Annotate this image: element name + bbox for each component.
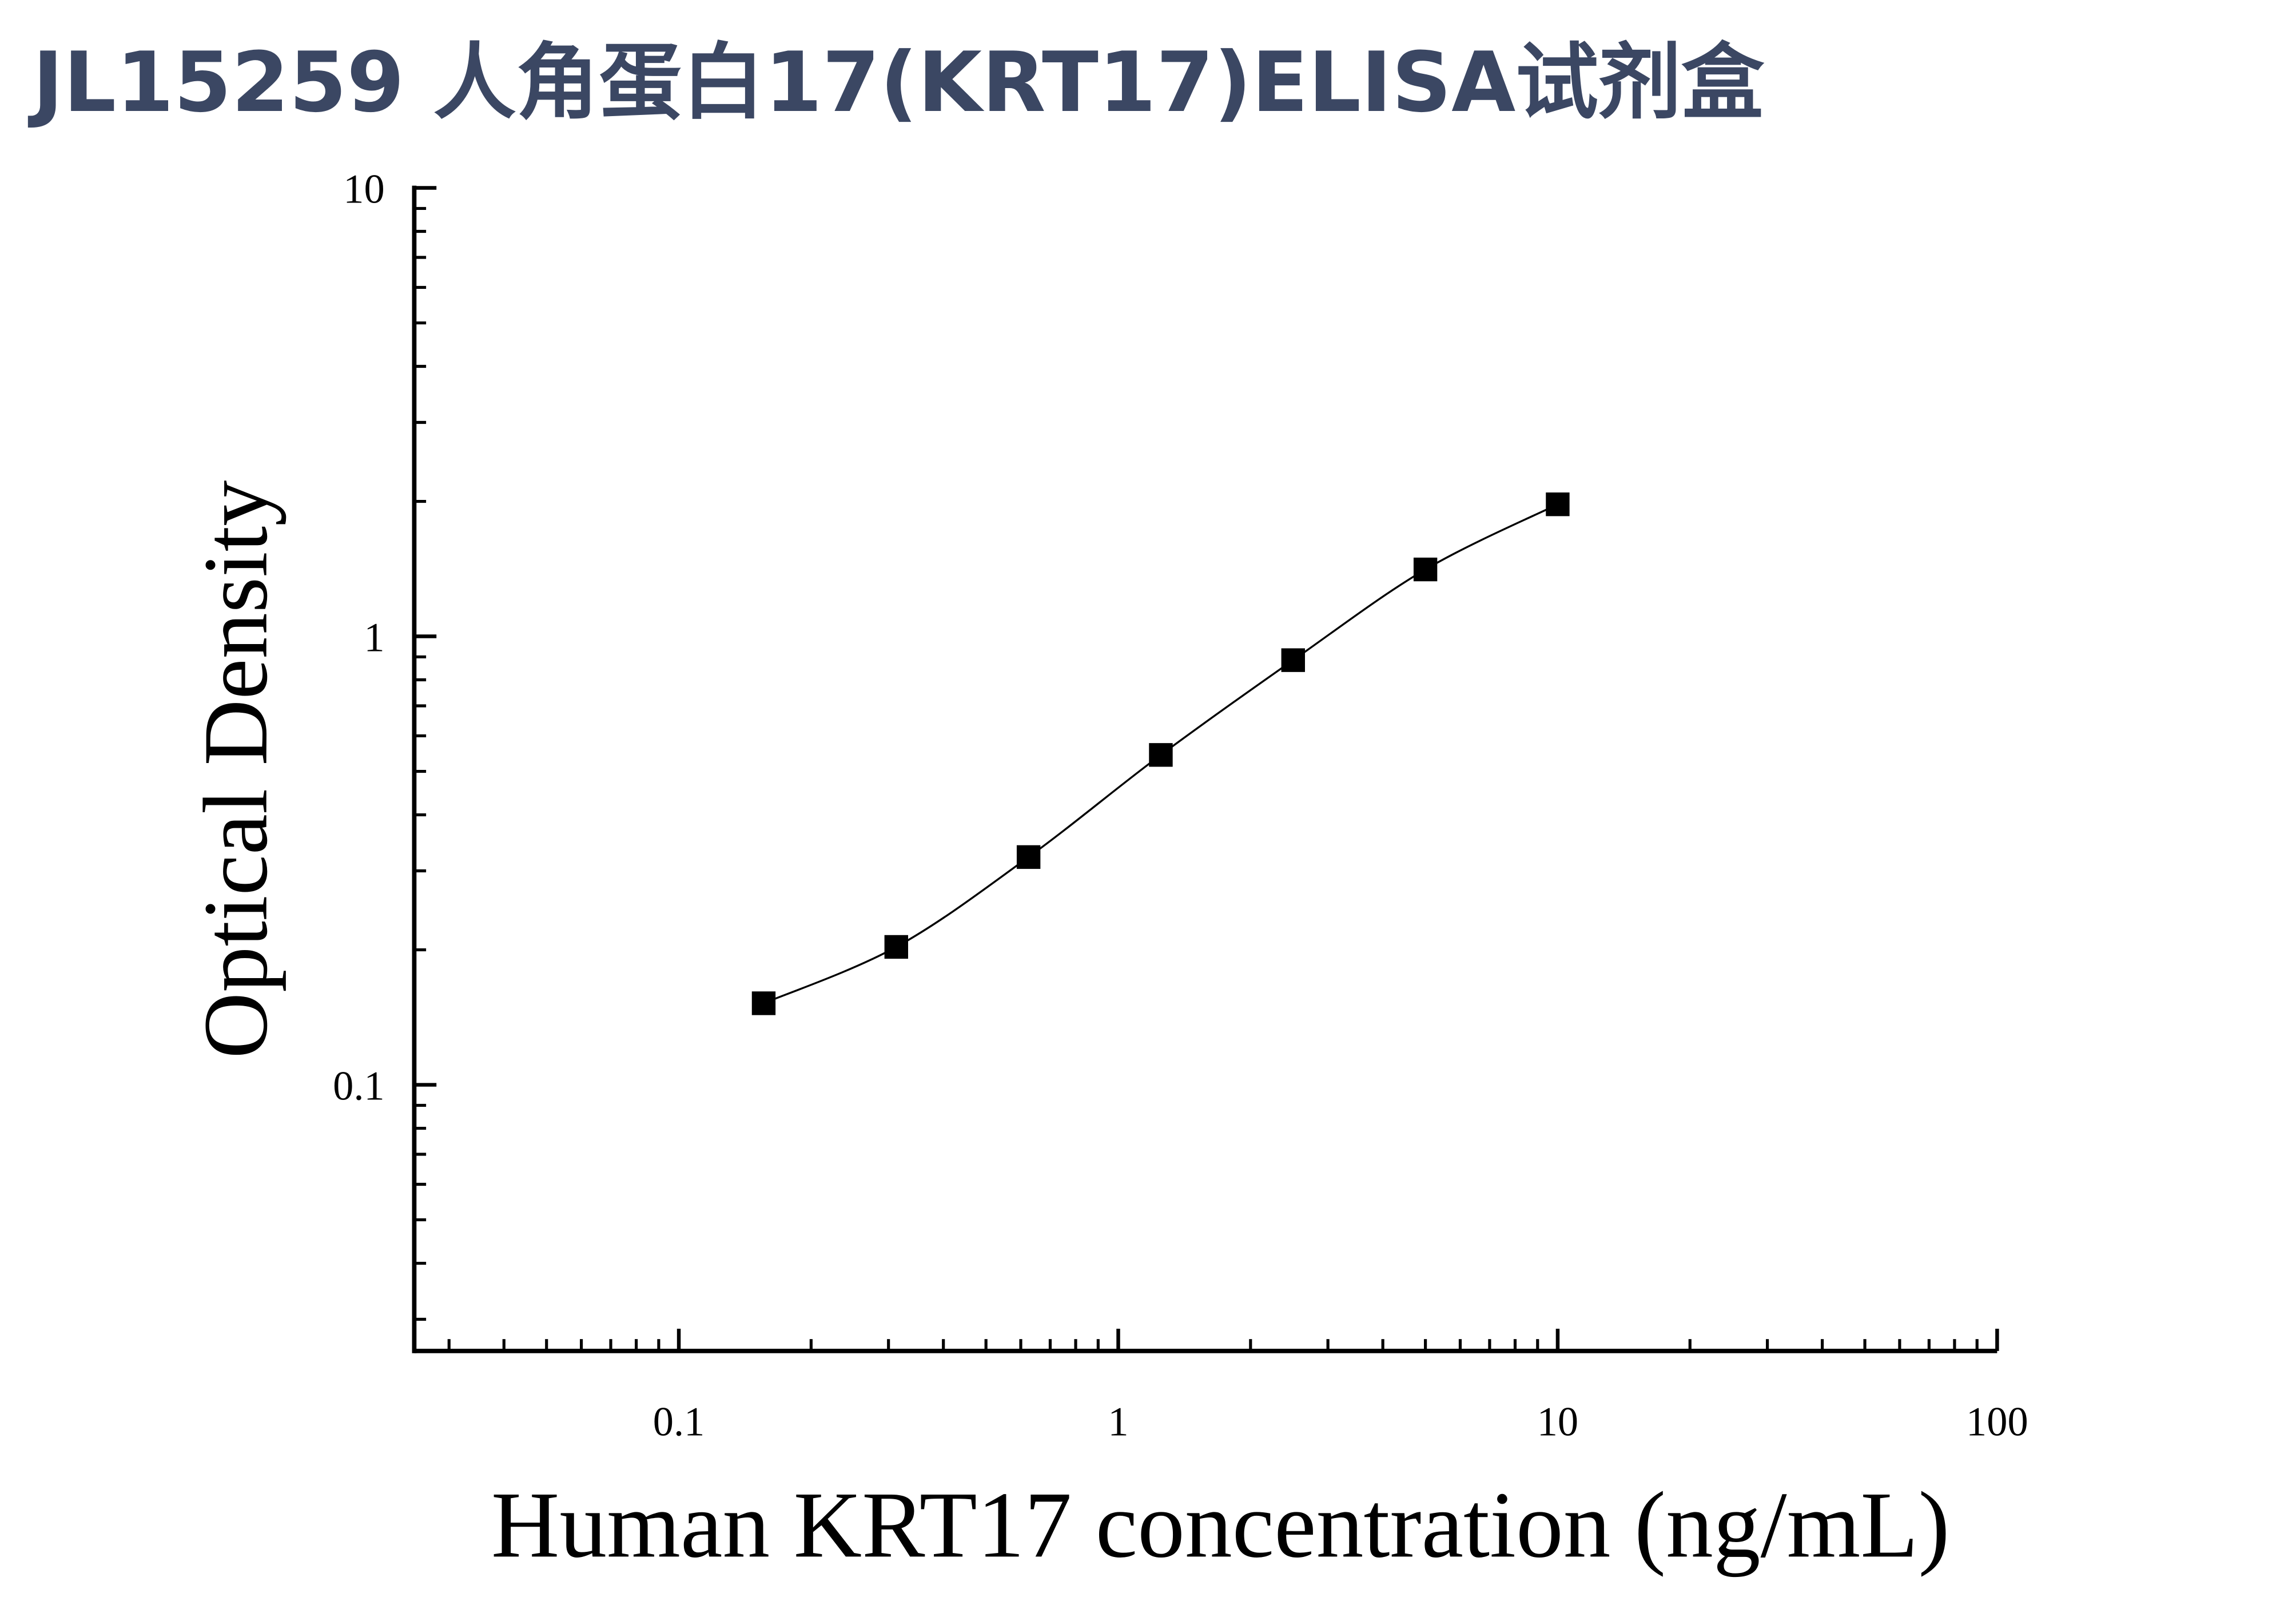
data-point xyxy=(884,935,909,959)
x-axis-label: Human KRT17 concentration (ng/mL) xyxy=(491,1472,1950,1577)
data-point xyxy=(1546,492,1570,517)
y-tick-label: 1 xyxy=(364,614,384,660)
data-point xyxy=(1149,743,1173,767)
data-point xyxy=(1281,648,1305,672)
x-tick-label: 0.1 xyxy=(653,1398,705,1444)
y-axis-label: Optical Density xyxy=(185,480,286,1059)
x-tick-label: 1 xyxy=(1108,1398,1128,1444)
y-tick-label: 10 xyxy=(343,165,384,212)
data-point xyxy=(1413,557,1438,582)
data-point xyxy=(751,991,776,1015)
chart-title: JL15259 人角蛋白17(KRT17)ELISA试剂盒 xyxy=(27,35,1765,131)
data-point xyxy=(1016,845,1041,869)
y-tick-label: 0.1 xyxy=(333,1062,385,1109)
x-tick-label: 10 xyxy=(1537,1398,1578,1444)
x-tick-label: 100 xyxy=(1966,1398,2028,1444)
